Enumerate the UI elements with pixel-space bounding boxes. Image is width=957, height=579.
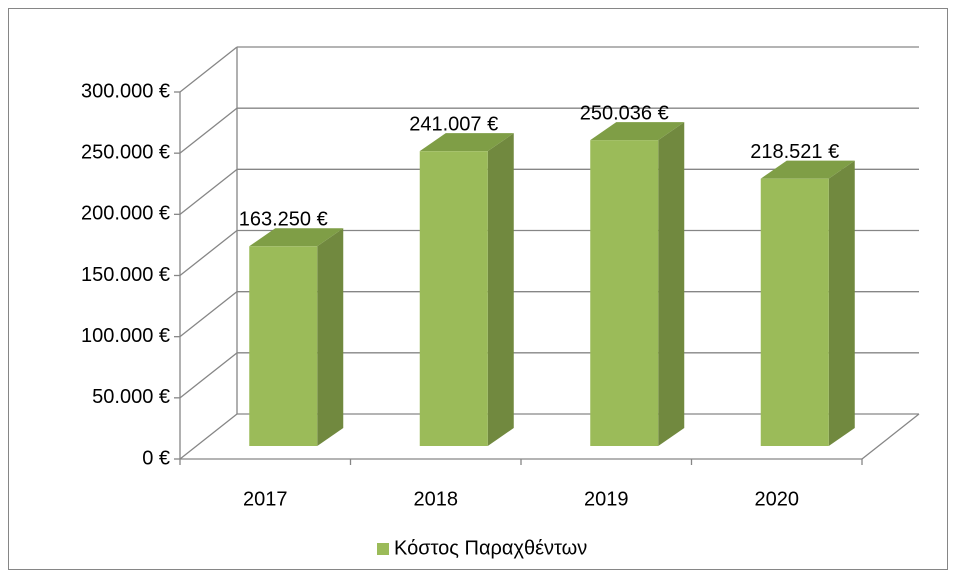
data-label: 250.036 € (580, 102, 669, 124)
legend-label: Κόστος Παραχθέντων (394, 537, 587, 559)
bar-top (249, 228, 344, 247)
bar-side (317, 228, 344, 446)
grid-line (179, 291, 238, 338)
grid-line (179, 107, 238, 154)
grid-line (179, 229, 238, 277)
y-tick-label: 200.000 € (81, 203, 170, 225)
bar (760, 178, 829, 447)
bar-top (419, 133, 514, 152)
data-label: 241.007 € (409, 113, 498, 135)
x-tick-label: 2019 (584, 488, 629, 510)
grid-line (179, 168, 238, 215)
x-tick-label: 2020 (755, 488, 800, 510)
x-tick-label: 2018 (414, 488, 459, 510)
y-tick-label: 300.000 € (81, 80, 170, 102)
bar-top (590, 122, 685, 141)
y-tick-label: 50.000 € (92, 386, 170, 408)
axis-line (861, 413, 920, 460)
grid-line (179, 413, 238, 460)
bar-side (658, 122, 685, 447)
legend-swatch (377, 543, 389, 555)
bar (590, 140, 659, 446)
grid-line (179, 352, 238, 399)
y-tick-label: 100.000 € (81, 325, 170, 347)
y-tick-label: 250.000 € (81, 141, 170, 163)
bar-side (828, 160, 855, 447)
bar (249, 246, 318, 446)
x-tick-label: 2017 (243, 488, 288, 510)
data-label: 163.250 € (239, 209, 328, 231)
data-label: 218.521 € (750, 141, 839, 163)
bar-side (487, 133, 514, 447)
bar (419, 151, 488, 447)
grid-line (179, 46, 238, 93)
y-tick-label: 150.000 € (81, 264, 170, 286)
bar-top (760, 160, 855, 179)
y-tick-label: 0 € (142, 447, 170, 469)
